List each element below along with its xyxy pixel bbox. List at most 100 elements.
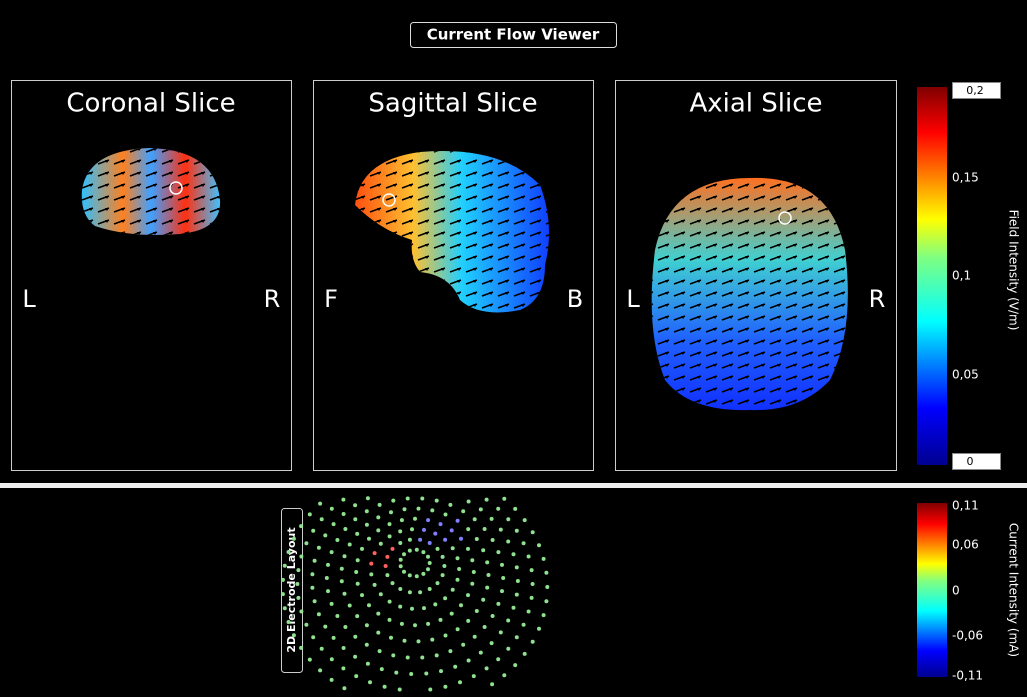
electrode (347, 603, 352, 608)
electrode (398, 587, 403, 591)
side-label: L (22, 285, 36, 313)
max-input[interactable] (952, 82, 1001, 99)
electrode (353, 634, 358, 639)
electrode (326, 562, 330, 567)
electrode (506, 517, 511, 522)
side-label: B (567, 285, 583, 313)
electrode (500, 589, 504, 594)
electrode (312, 558, 317, 563)
electrode (342, 554, 347, 559)
panel-title: Axial Slice (689, 89, 822, 119)
electrode (438, 522, 443, 527)
electrode (470, 581, 475, 586)
tick-label: 0,1 (952, 269, 971, 283)
tick-label: -0,06 (952, 629, 983, 643)
electrode (394, 670, 399, 675)
electrode (433, 531, 438, 536)
panel-title: Sagittal Slice (368, 89, 537, 119)
electrode (335, 614, 340, 618)
electrode (398, 529, 403, 534)
electrode (410, 527, 414, 532)
electrode (391, 653, 396, 658)
electrode (367, 603, 371, 608)
electrode (414, 574, 419, 579)
electrode (364, 509, 369, 514)
electrode (343, 625, 348, 629)
electrode (402, 507, 407, 512)
electrode (498, 527, 503, 532)
min-input[interactable] (952, 453, 1001, 470)
electrode (443, 684, 448, 689)
electrode (304, 622, 309, 627)
electrode (378, 592, 383, 597)
electrode (291, 536, 296, 541)
electrode (472, 634, 477, 639)
electrode (496, 657, 501, 662)
electrode (372, 551, 377, 556)
electrode (316, 545, 321, 550)
electrode (515, 579, 520, 583)
electrode (450, 546, 455, 551)
electrode (421, 571, 426, 576)
electrode (307, 512, 312, 517)
electrode (422, 527, 426, 532)
electrode (307, 657, 312, 662)
electrode (329, 677, 334, 682)
title-button[interactable] (410, 22, 617, 48)
electrode (489, 516, 494, 521)
electrode (530, 530, 535, 535)
electrode (331, 635, 336, 640)
electrode (390, 546, 395, 551)
electrode (506, 539, 511, 544)
electrode (514, 565, 519, 570)
electrode (448, 502, 453, 507)
electrode (466, 546, 470, 551)
electrode (430, 637, 435, 642)
electrode (449, 611, 454, 616)
electrode (448, 649, 453, 654)
electrode (391, 498, 396, 503)
electrode (474, 609, 479, 613)
electrode (414, 547, 419, 552)
electrode (398, 564, 403, 569)
side-label: R (869, 285, 886, 313)
electrode (367, 536, 371, 541)
electrode (482, 527, 487, 531)
electrode (353, 517, 358, 522)
electrode (329, 601, 334, 606)
electrode (341, 497, 346, 502)
electrode (418, 590, 423, 595)
electrode (407, 548, 412, 553)
electrode (296, 568, 301, 573)
electrode (471, 674, 476, 679)
electrode (399, 621, 404, 626)
electrode (398, 541, 403, 545)
electrode (368, 680, 372, 685)
electrode (323, 624, 328, 629)
electrode (484, 666, 489, 671)
electrode (407, 573, 412, 578)
electrode (443, 596, 448, 601)
layout-button[interactable] (281, 508, 303, 673)
electrode (490, 682, 495, 687)
electrode (310, 572, 315, 577)
electrode (461, 642, 466, 647)
electrode (329, 657, 334, 662)
electrode (389, 510, 393, 515)
flow-arrows (355, 150, 549, 313)
colorbar-label: Field Intensity (V/m) (1007, 210, 1021, 331)
electrode (490, 614, 495, 618)
electrode (280, 577, 285, 582)
electrode (428, 687, 433, 692)
electrode (364, 642, 369, 647)
electrode (434, 498, 439, 503)
current-colorbar (917, 503, 947, 677)
min-input-value: 0 (967, 455, 974, 468)
electrode (455, 518, 460, 523)
electrode (514, 592, 519, 597)
axial-panel: Axial Slice L R (615, 80, 897, 471)
electrode (339, 579, 344, 584)
electrode (541, 613, 546, 618)
electrode (369, 572, 374, 577)
